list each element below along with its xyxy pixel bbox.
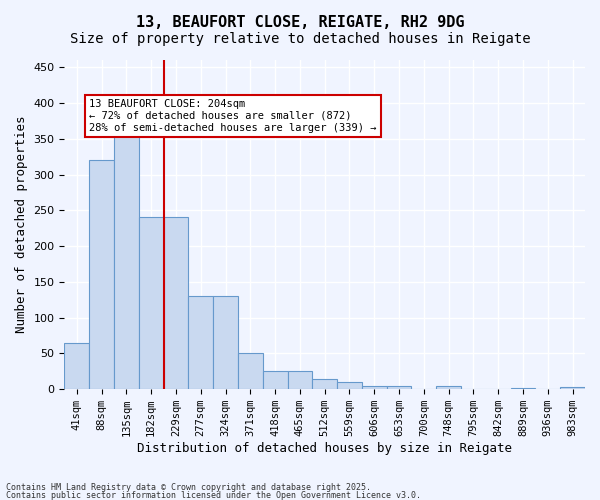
Bar [64, 342, 89, 389]
Text: 13 BEAUFORT CLOSE: 204sqm
← 72% of detached houses are smaller (872)
28% of semi: 13 BEAUFORT CLOSE: 204sqm ← 72% of detac… [89, 100, 377, 132]
Bar [89, 160, 114, 389]
Bar [287, 372, 313, 389]
Bar [313, 379, 337, 389]
Bar [213, 296, 238, 389]
Bar [436, 386, 461, 389]
Text: Contains public sector information licensed under the Open Government Licence v3: Contains public sector information licen… [6, 490, 421, 500]
Bar [188, 296, 213, 389]
Text: Size of property relative to detached houses in Reigate: Size of property relative to detached ho… [70, 32, 530, 46]
Bar [386, 386, 412, 389]
Bar [139, 218, 164, 389]
Bar [114, 133, 139, 389]
Bar [337, 382, 362, 389]
Bar [511, 388, 535, 389]
Bar [362, 386, 386, 389]
Bar [263, 372, 287, 389]
Bar [164, 218, 188, 389]
X-axis label: Distribution of detached houses by size in Reigate: Distribution of detached houses by size … [137, 442, 512, 455]
Bar [560, 387, 585, 389]
Text: 13, BEAUFORT CLOSE, REIGATE, RH2 9DG: 13, BEAUFORT CLOSE, REIGATE, RH2 9DG [136, 15, 464, 30]
Text: Contains HM Land Registry data © Crown copyright and database right 2025.: Contains HM Land Registry data © Crown c… [6, 483, 371, 492]
Bar [238, 354, 263, 389]
Y-axis label: Number of detached properties: Number of detached properties [15, 116, 28, 334]
